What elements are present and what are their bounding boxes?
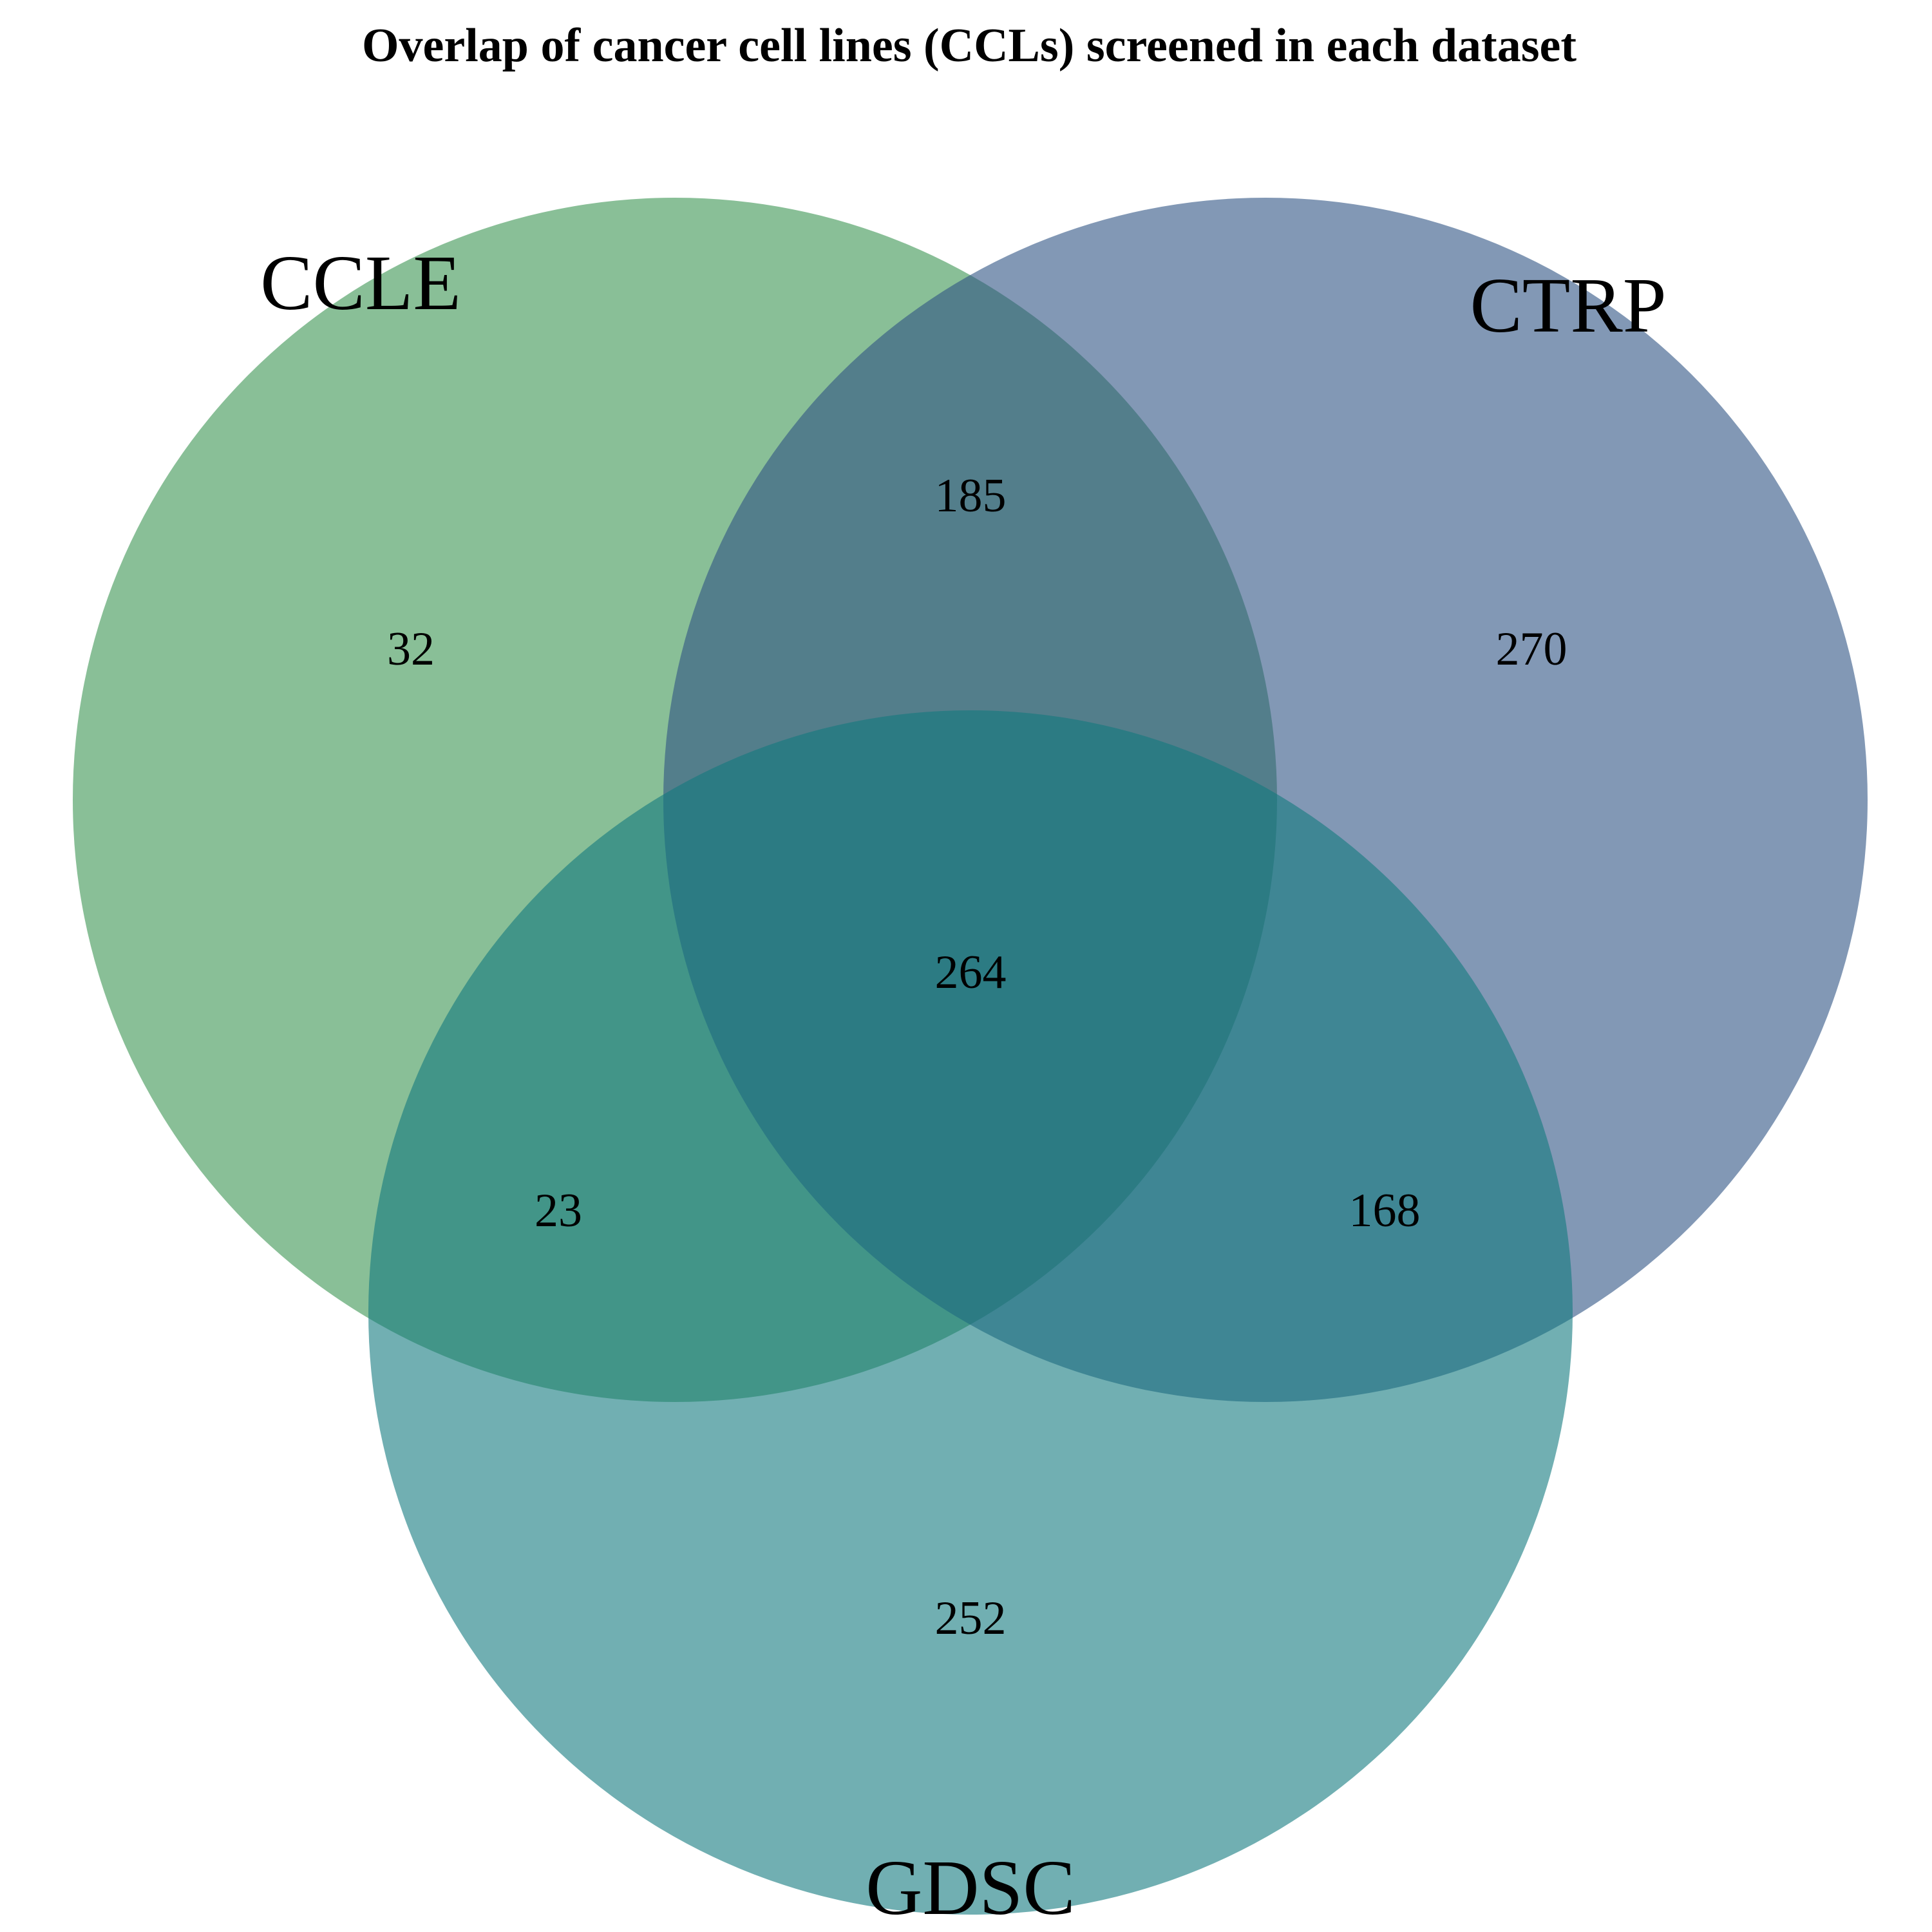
- count-ccle-gdsc: 23: [535, 1184, 582, 1237]
- count-ccle-only: 32: [387, 623, 435, 676]
- count-gdsc-only: 252: [935, 1592, 1007, 1645]
- diagram-title: Overlap of cancer cell lines (CCLs) scre…: [362, 19, 1577, 72]
- count-ctrp-only: 270: [1496, 623, 1567, 676]
- ctrp-label: CTRP: [1470, 262, 1666, 349]
- count-all-three: 264: [935, 946, 1007, 999]
- venn-circles: [73, 198, 1868, 1915]
- gdsc-circle: [368, 710, 1573, 1915]
- count-ccle-ctrp: 185: [935, 469, 1007, 522]
- count-ctrp-gdsc: 168: [1349, 1184, 1421, 1237]
- gdsc-label: GDSC: [866, 1844, 1075, 1931]
- region-counts: 32 270 252 185 23 168 264: [387, 469, 1567, 1645]
- set-labels: CCLE CTRP GDSC: [260, 240, 1666, 1931]
- ccle-label: CCLE: [260, 240, 461, 327]
